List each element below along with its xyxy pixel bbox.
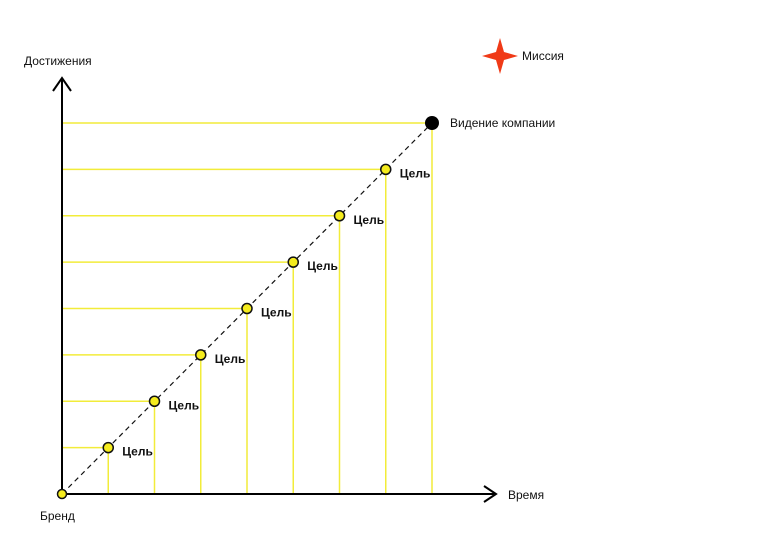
legend-label: Миссия: [522, 49, 564, 63]
goal-point: [333, 210, 346, 222]
x-axis-arrow-icon: [483, 485, 498, 503]
goal-label: Цель: [261, 306, 292, 320]
y-axis-arrow-icon: [52, 76, 72, 92]
vision-point: [425, 116, 439, 130]
four-point-star-icon: [482, 38, 518, 74]
goal-point: [195, 349, 207, 361]
legend: Миссия: [482, 38, 564, 74]
axes: [52, 76, 498, 503]
goal-point: [380, 163, 392, 176]
goal-point: [102, 441, 114, 454]
goal-points: Цель Цель Цель Цель Цель Цель Цель: [102, 163, 431, 459]
goal-point: [287, 256, 299, 268]
goal-label: Цель: [354, 213, 385, 227]
goal-point: [148, 395, 161, 407]
origin-label: Бренд: [40, 509, 75, 523]
goal-label: Цель: [169, 398, 200, 412]
vision-label: Видение компании: [450, 116, 555, 130]
goal-label: Цель: [400, 166, 431, 180]
goal-label: Цель: [307, 259, 338, 273]
goal-label: Цель: [215, 352, 246, 366]
y-axis-label: Достижения: [24, 54, 92, 68]
goal-point: [241, 302, 253, 315]
guide-lines: [62, 122, 433, 494]
x-axis-label: Время: [508, 488, 544, 502]
origin-point: [56, 488, 68, 500]
goal-label: Цель: [122, 445, 153, 459]
